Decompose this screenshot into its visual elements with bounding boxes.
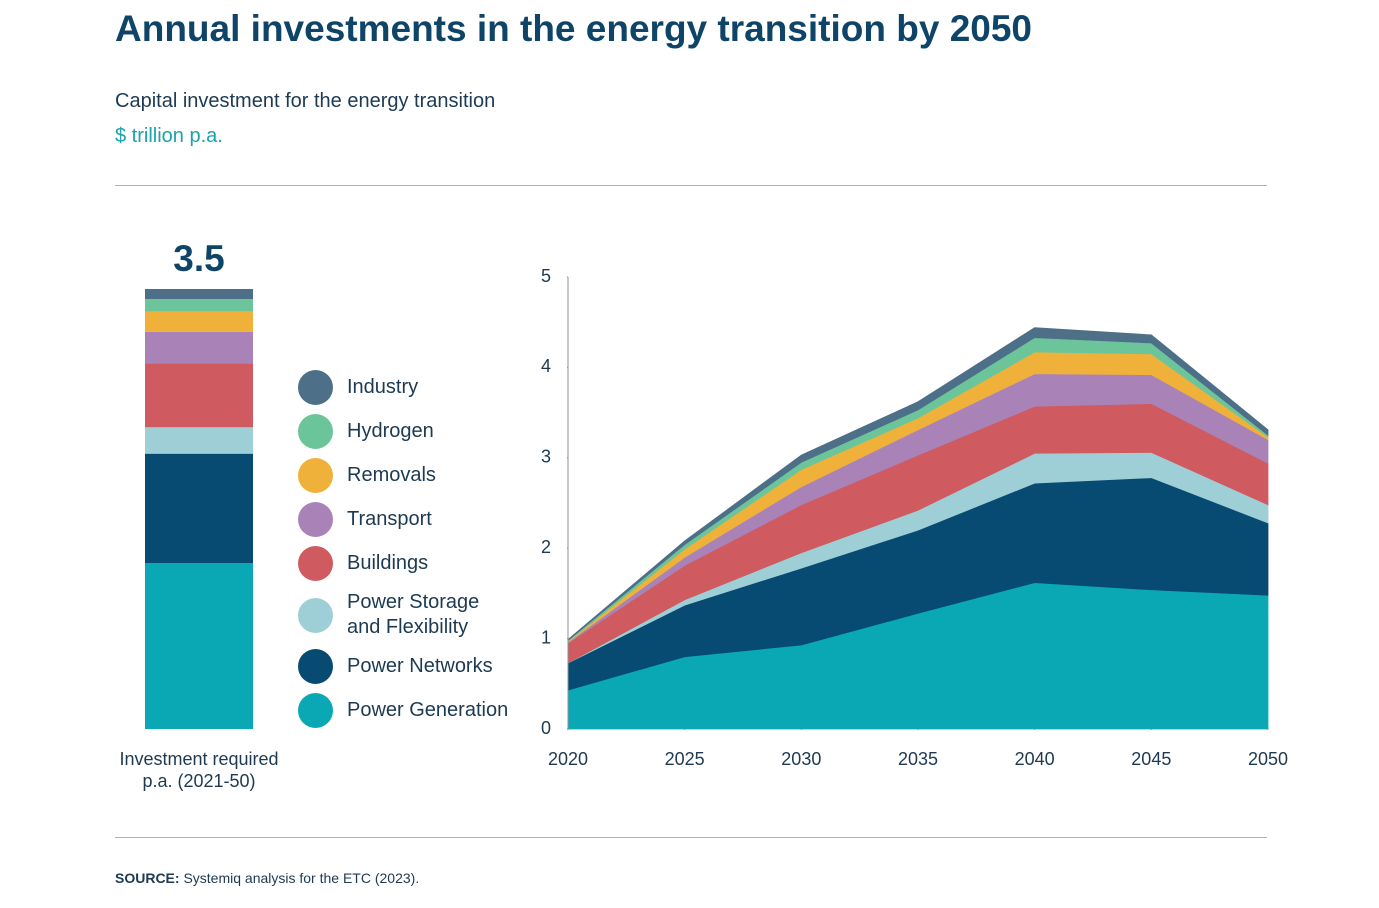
legend-label: Power Storage and Flexibility xyxy=(347,591,480,638)
bar-total: 3.5 xyxy=(173,238,224,279)
legend-swatch xyxy=(298,649,333,684)
bar-segment xyxy=(145,363,253,428)
unit: $ trillion p.a. xyxy=(115,125,223,147)
area xyxy=(567,327,1269,642)
legend-item: Hydrogen xyxy=(298,414,512,449)
legend-swatch xyxy=(298,546,333,581)
legend-label: Power Generation xyxy=(347,699,509,721)
y-tick-label: 2 xyxy=(541,537,551,557)
legend-label: Removals xyxy=(347,464,436,486)
bar-segment xyxy=(145,453,253,564)
legend: Industry Hydrogen Removals Transport Buildin… xyxy=(298,370,512,737)
rule xyxy=(115,185,1267,186)
rule xyxy=(115,837,1267,838)
bar-category: Investment required p.a. (2021-50) xyxy=(119,749,279,791)
legend-label: Power Networks xyxy=(347,655,493,677)
legend-item: Transport xyxy=(298,502,512,537)
title: Annual investments in the energy transit… xyxy=(115,8,1033,49)
bar-segment xyxy=(145,427,253,454)
bar-segment xyxy=(145,563,253,729)
x-tick-label: 2020 xyxy=(548,749,588,769)
x-tick-label: 2030 xyxy=(781,749,821,769)
y-tick-label: 3 xyxy=(541,447,551,467)
legend-swatch xyxy=(298,693,333,728)
bar-segment xyxy=(145,311,253,332)
y-tick-label: 4 xyxy=(541,356,551,376)
legend-swatch xyxy=(298,458,333,493)
legend-swatch xyxy=(298,597,333,633)
subtitle: Capital investment for the energy transi… xyxy=(115,90,496,112)
legend-item: Power Storage and Flexibility xyxy=(298,590,512,640)
legend-swatch xyxy=(298,370,333,405)
x-tick-label: 2040 xyxy=(1015,749,1055,769)
x-tick-label: 2025 xyxy=(665,749,705,769)
legend-label: Transport xyxy=(347,508,432,530)
x-tick-label: 2035 xyxy=(898,749,938,769)
source-text: Systemiq analysis for the ETC (2023). xyxy=(183,870,420,886)
legend-swatch xyxy=(298,414,333,449)
source-label: SOURCE: xyxy=(115,870,180,886)
legend-item: Power Generation xyxy=(298,693,512,728)
legend-swatch xyxy=(298,502,333,537)
y-tick-label: 0 xyxy=(541,718,551,738)
legend-item: Industry xyxy=(298,370,512,405)
legend-label: Industry xyxy=(347,376,419,398)
x-tick-label: 2050 xyxy=(1248,749,1288,769)
x-tick-label: 2045 xyxy=(1131,749,1171,769)
legend-label: Buildings xyxy=(347,552,429,574)
y-tick-label: 5 xyxy=(541,266,551,286)
y-tick-label: 1 xyxy=(541,627,551,647)
bar-segment xyxy=(145,331,253,364)
bar-segment xyxy=(145,299,253,312)
legend-item: Buildings xyxy=(298,546,512,581)
source: SOURCE: Systemiq analysis for the ETC (2… xyxy=(115,870,419,886)
legend-item: Removals xyxy=(298,458,512,493)
legend-item: Power Networks xyxy=(298,649,512,684)
bar-segment xyxy=(145,289,253,300)
legend-label: Hydrogen xyxy=(347,420,434,442)
